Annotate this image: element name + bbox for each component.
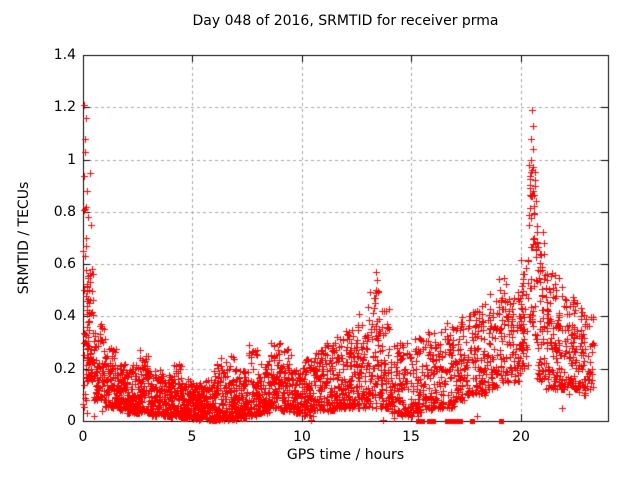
y-tick-label: 0.6 — [53, 256, 76, 272]
y-tick-label: 0.2 — [53, 361, 76, 377]
x-tick-label: 0 — [78, 429, 88, 445]
y-tick-label: 1.2 — [53, 99, 76, 115]
x-tick-label: 5 — [187, 429, 197, 445]
y-tick-label: 1 — [67, 152, 76, 168]
y-tick-label: 0.8 — [53, 204, 76, 220]
x-tick-label: 15 — [402, 429, 420, 445]
y-tick-label: 0 — [67, 413, 76, 429]
x-tick-label: 20 — [512, 429, 530, 445]
x-tick-label: 10 — [293, 429, 311, 445]
y-tick-label: 1.4 — [53, 47, 76, 63]
y-tick-label: 0.4 — [53, 308, 76, 324]
